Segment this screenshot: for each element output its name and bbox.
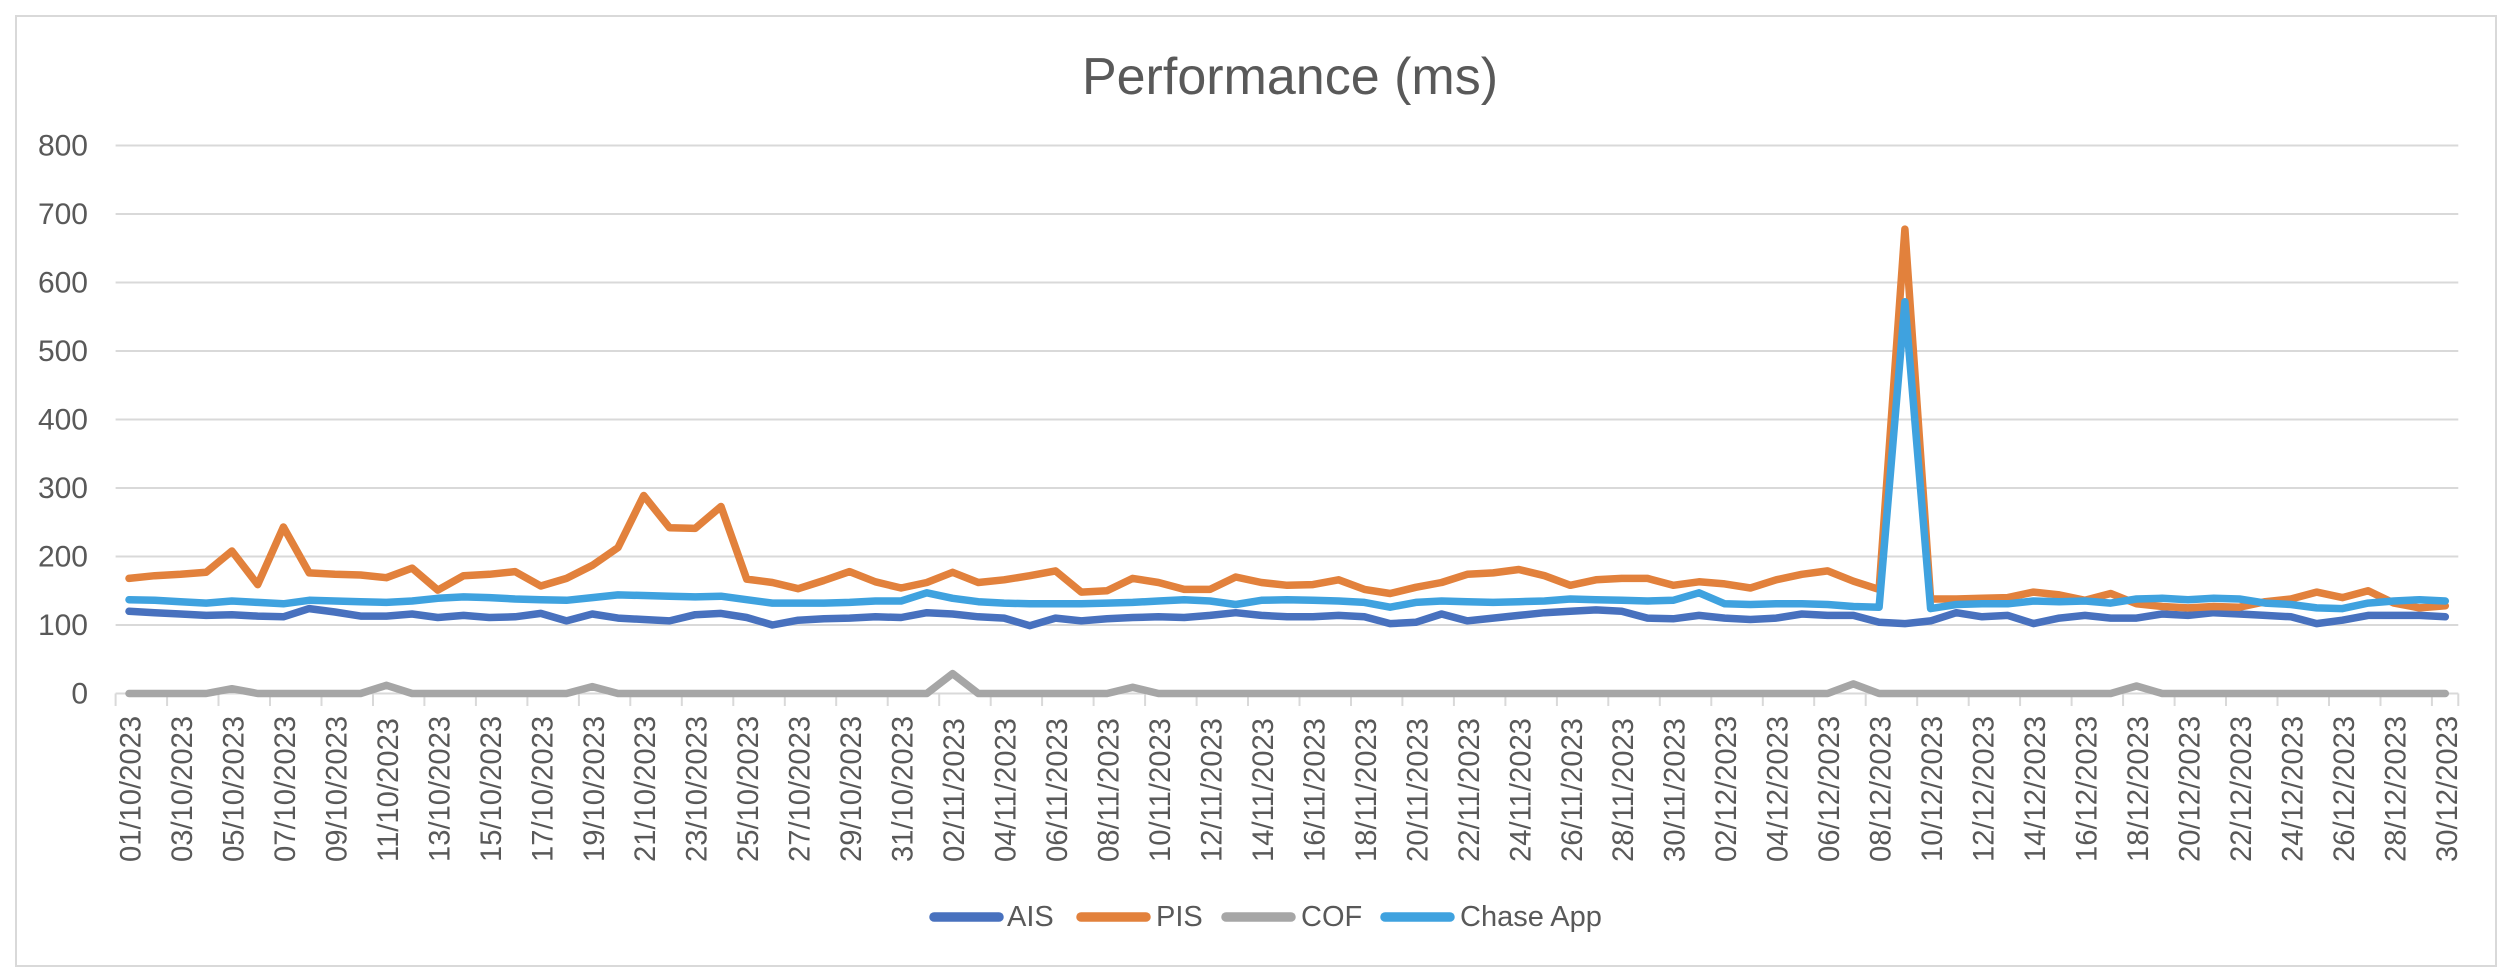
svg-text:16/12/2023: 16/12/2023 [2072,716,2104,862]
svg-text:12/11/2023: 12/11/2023 [1197,718,1229,862]
svg-text:0: 0 [71,678,88,711]
svg-text:14/12/2023: 14/12/2023 [2020,716,2052,862]
svg-text:24/11/2023: 24/11/2023 [1505,718,1537,862]
svg-text:25/10/2023: 25/10/2023 [733,716,765,862]
svg-text:03/10/2023: 03/10/2023 [167,716,199,862]
svg-text:06/12/2023: 06/12/2023 [1814,716,1846,862]
svg-text:AIS: AIS [1007,901,1054,933]
svg-text:18/11/2023: 18/11/2023 [1351,718,1383,862]
svg-text:27/10/2023: 27/10/2023 [785,716,817,862]
svg-text:200: 200 [38,541,88,574]
svg-text:14/11/2023: 14/11/2023 [1248,718,1280,862]
svg-text:30/11/2023: 30/11/2023 [1660,718,1692,862]
svg-text:02/12/2023: 02/12/2023 [1711,716,1743,862]
svg-text:29/10/2023: 29/10/2023 [836,716,868,862]
svg-text:20/11/2023: 20/11/2023 [1402,718,1434,862]
svg-text:11/10/2023: 11/10/2023 [373,718,405,862]
svg-text:07/10/2023: 07/10/2023 [270,716,302,862]
svg-text:22/12/2023: 22/12/2023 [2226,716,2258,862]
svg-text:Performance (ms): Performance (ms) [1082,48,1498,106]
svg-text:26/12/2023: 26/12/2023 [2329,716,2361,862]
svg-text:16/11/2023: 16/11/2023 [1299,718,1331,862]
svg-text:10/11/2023: 10/11/2023 [1145,718,1177,862]
svg-text:13/10/2023: 13/10/2023 [424,716,456,862]
svg-text:15/10/2023: 15/10/2023 [476,716,508,862]
svg-text:600: 600 [38,267,88,300]
svg-text:Chase App: Chase App [1460,901,1602,933]
svg-text:100: 100 [38,609,88,642]
svg-text:30/12/2023: 30/12/2023 [2432,716,2464,862]
svg-text:08/12/2023: 08/12/2023 [1866,716,1898,862]
svg-text:26/11/2023: 26/11/2023 [1557,718,1589,862]
svg-text:28/12/2023: 28/12/2023 [2380,716,2412,862]
svg-text:08/11/2023: 08/11/2023 [1094,718,1126,862]
svg-text:04/12/2023: 04/12/2023 [1763,716,1795,862]
svg-text:19/10/2023: 19/10/2023 [579,716,611,862]
svg-text:400: 400 [38,404,88,437]
svg-text:24/12/2023: 24/12/2023 [2277,716,2309,862]
svg-text:10/12/2023: 10/12/2023 [1917,716,1949,862]
svg-text:18/12/2023: 18/12/2023 [2123,716,2155,862]
svg-text:04/11/2023: 04/11/2023 [991,718,1023,862]
svg-text:21/10/2023: 21/10/2023 [630,716,662,862]
svg-text:17/10/2023: 17/10/2023 [527,716,559,862]
svg-text:02/11/2023: 02/11/2023 [939,718,971,862]
svg-text:05/10/2023: 05/10/2023 [218,716,250,862]
svg-text:12/12/2023: 12/12/2023 [1969,716,2001,862]
svg-text:500: 500 [38,335,88,368]
svg-text:06/11/2023: 06/11/2023 [1042,718,1074,862]
svg-text:22/11/2023: 22/11/2023 [1454,718,1486,862]
svg-text:300: 300 [38,472,88,505]
svg-text:COF: COF [1301,901,1362,933]
svg-text:PIS: PIS [1156,901,1203,933]
svg-text:800: 800 [38,130,88,163]
svg-text:28/11/2023: 28/11/2023 [1608,718,1640,862]
svg-text:09/10/2023: 09/10/2023 [321,716,353,862]
svg-text:23/10/2023: 23/10/2023 [682,716,714,862]
svg-text:20/12/2023: 20/12/2023 [2175,716,2207,862]
svg-text:31/10/2023: 31/10/2023 [888,716,920,862]
svg-text:01/10/2023: 01/10/2023 [116,716,148,862]
svg-text:700: 700 [38,198,88,231]
